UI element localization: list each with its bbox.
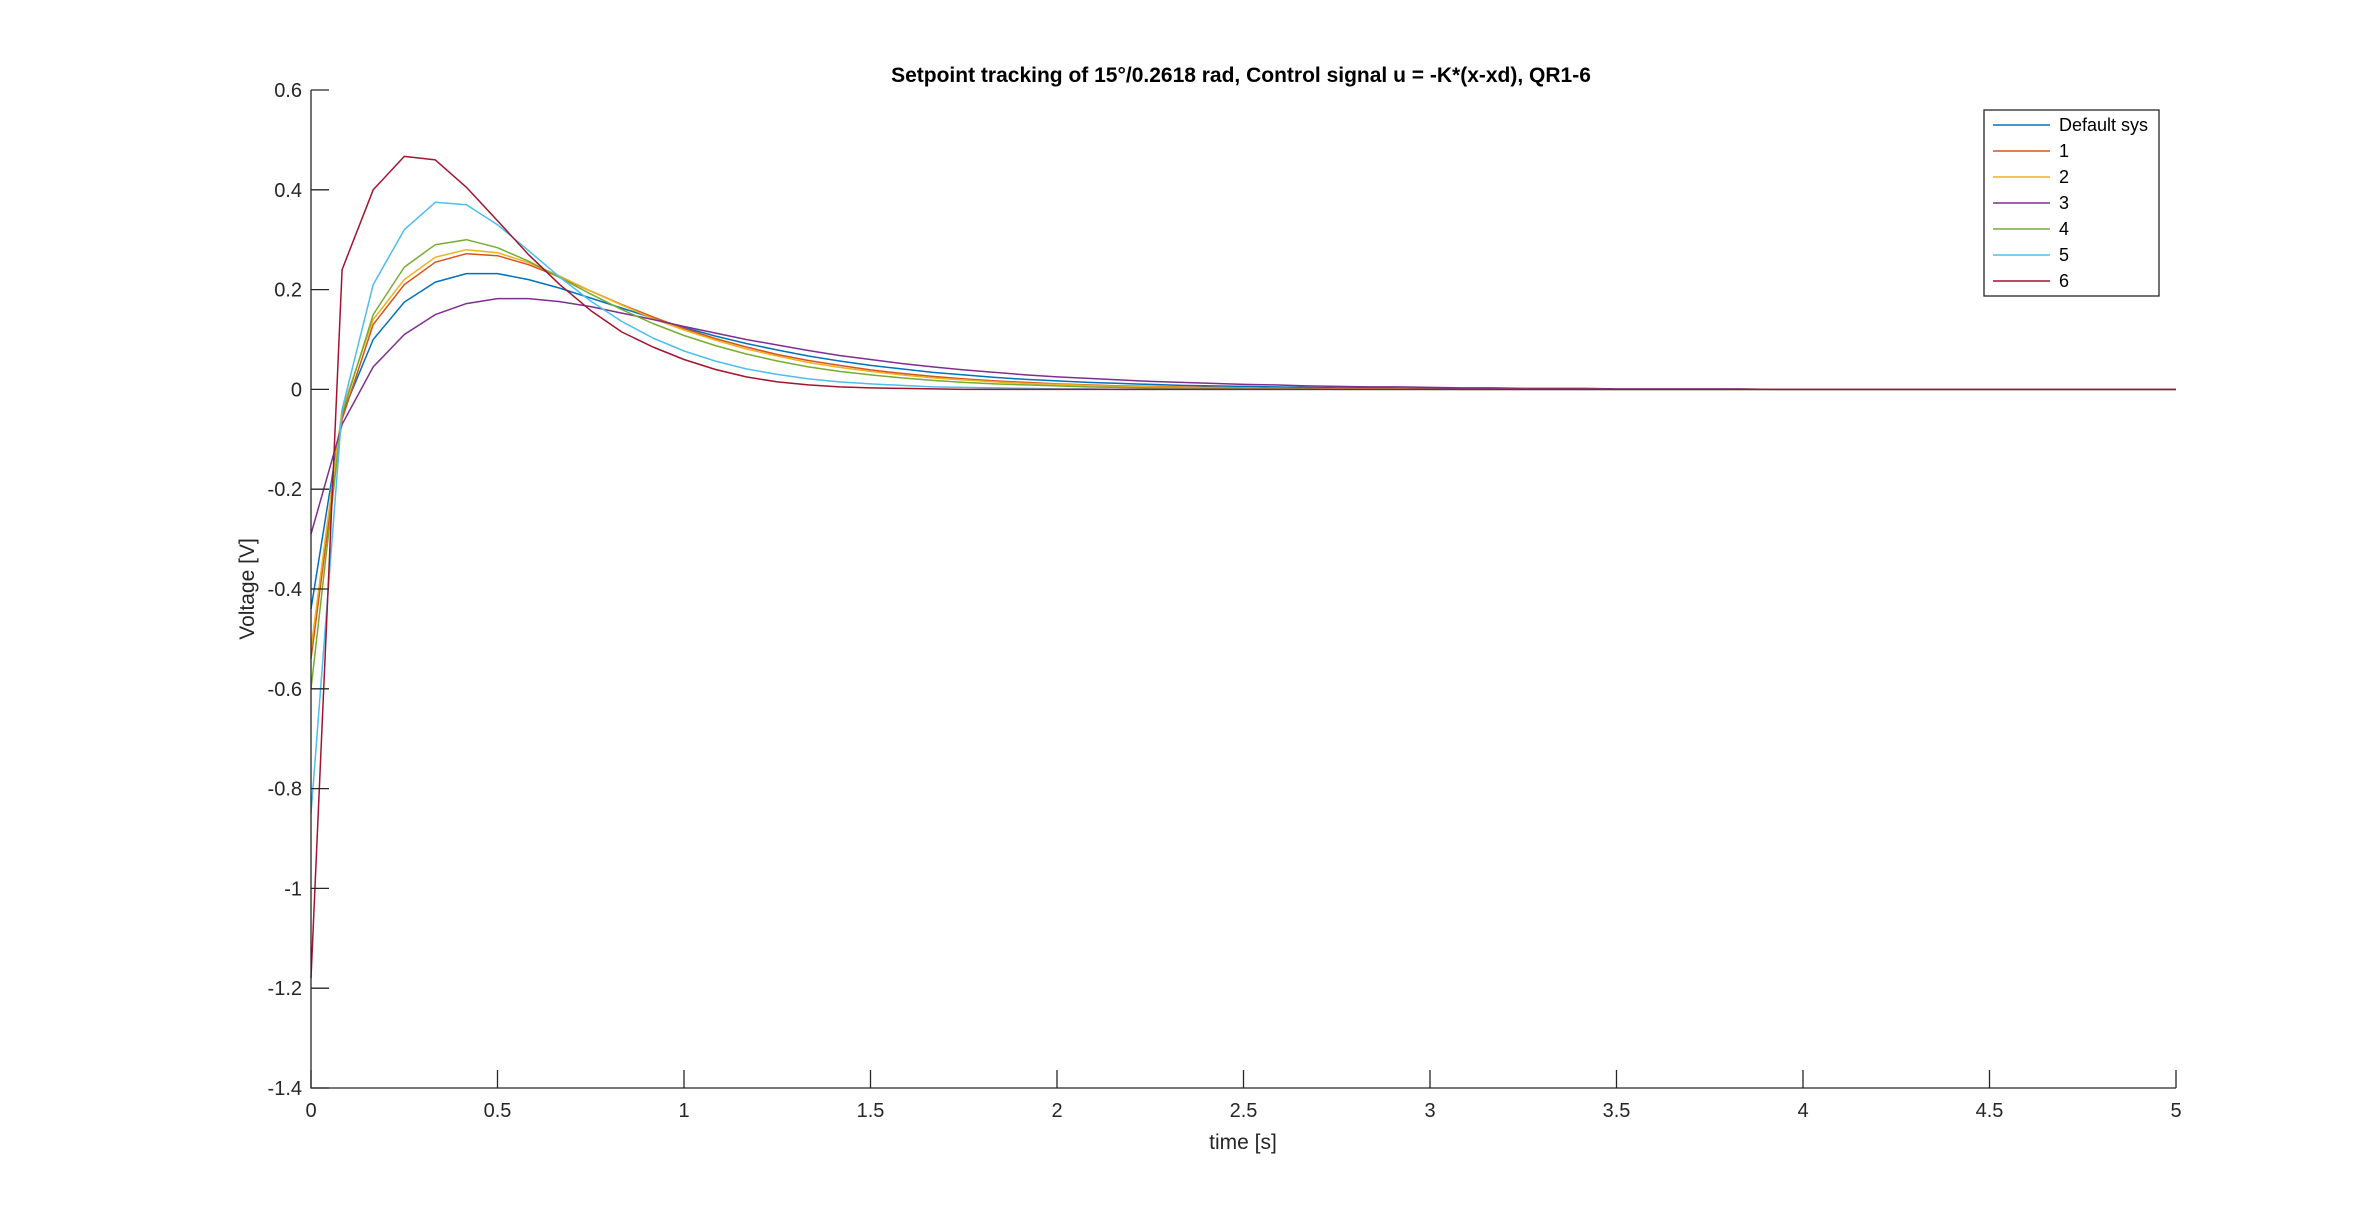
legend-label: 5 bbox=[2059, 245, 2069, 265]
y-tick-label: -1.4 bbox=[268, 1078, 302, 1100]
y-tick-label: -0.6 bbox=[268, 679, 302, 701]
series-line bbox=[310, 248, 2176, 649]
legend-label: 6 bbox=[2059, 271, 2069, 291]
series-line bbox=[310, 252, 2176, 659]
legend-label: 2 bbox=[2059, 167, 2069, 187]
chart-title: Setpoint tracking of 15°/0.2618 rad, Con… bbox=[891, 64, 1591, 87]
y-tick-label: -1 bbox=[284, 878, 302, 900]
y-tick-label: -0.2 bbox=[268, 479, 302, 501]
x-tick-label: 5 bbox=[2170, 1100, 2181, 1122]
x-tick-label: 4.5 bbox=[1976, 1100, 2004, 1122]
y-tick-label: -1.2 bbox=[268, 978, 302, 1000]
axes bbox=[310, 90, 2176, 1089]
series-line bbox=[310, 297, 2176, 535]
legend: Default sys 1 2 3 4 5 6 bbox=[1983, 109, 2160, 297]
axis-box bbox=[310, 90, 2176, 1089]
x-tick-label: 0 bbox=[305, 1100, 316, 1122]
y-tick-label: 0.2 bbox=[274, 280, 302, 302]
y-tick-label: -0.4 bbox=[268, 579, 302, 601]
x-axis-label: time [s] bbox=[1209, 1131, 1277, 1154]
y-tick-label: 0.4 bbox=[274, 180, 302, 202]
legend-label: Default sys bbox=[2059, 115, 2148, 135]
x-tick-label: 2.5 bbox=[1230, 1100, 1258, 1122]
x-tick-label: 1 bbox=[678, 1100, 689, 1122]
x-tick-label: 3 bbox=[1424, 1100, 1435, 1122]
x-tick-label: 3.5 bbox=[1603, 1100, 1631, 1122]
legend-label: 3 bbox=[2059, 193, 2069, 213]
x-tick-label: 1.5 bbox=[857, 1100, 885, 1122]
y-tick-label: 0.6 bbox=[274, 80, 302, 102]
series-line bbox=[310, 272, 2176, 610]
legend-box bbox=[1983, 109, 2160, 297]
x-tick-label: 2 bbox=[1051, 1100, 1062, 1122]
x-tick-label: 4 bbox=[1797, 1100, 1808, 1122]
y-tick-label: -0.8 bbox=[268, 779, 302, 801]
y-tick-label: 0 bbox=[291, 379, 302, 401]
y-axis-label: Voltage [V] bbox=[236, 538, 259, 640]
legend-label: 4 bbox=[2059, 219, 2069, 239]
x-tick-label: 0.5 bbox=[484, 1100, 512, 1122]
y-axis-ticks: -1.4 -1.2 -1 -0.8 -0.6 -0.4 -0.2 0 0.2 0.4 0.6 bbox=[268, 80, 329, 1100]
series-line bbox=[310, 155, 2176, 979]
x-axis-ticks: 0 0.5 1 1.5 2 2.5 3 3.5 4 4.5 5 bbox=[305, 1070, 2182, 1122]
legend-label: 1 bbox=[2059, 141, 2069, 161]
series-layer bbox=[310, 155, 2176, 979]
